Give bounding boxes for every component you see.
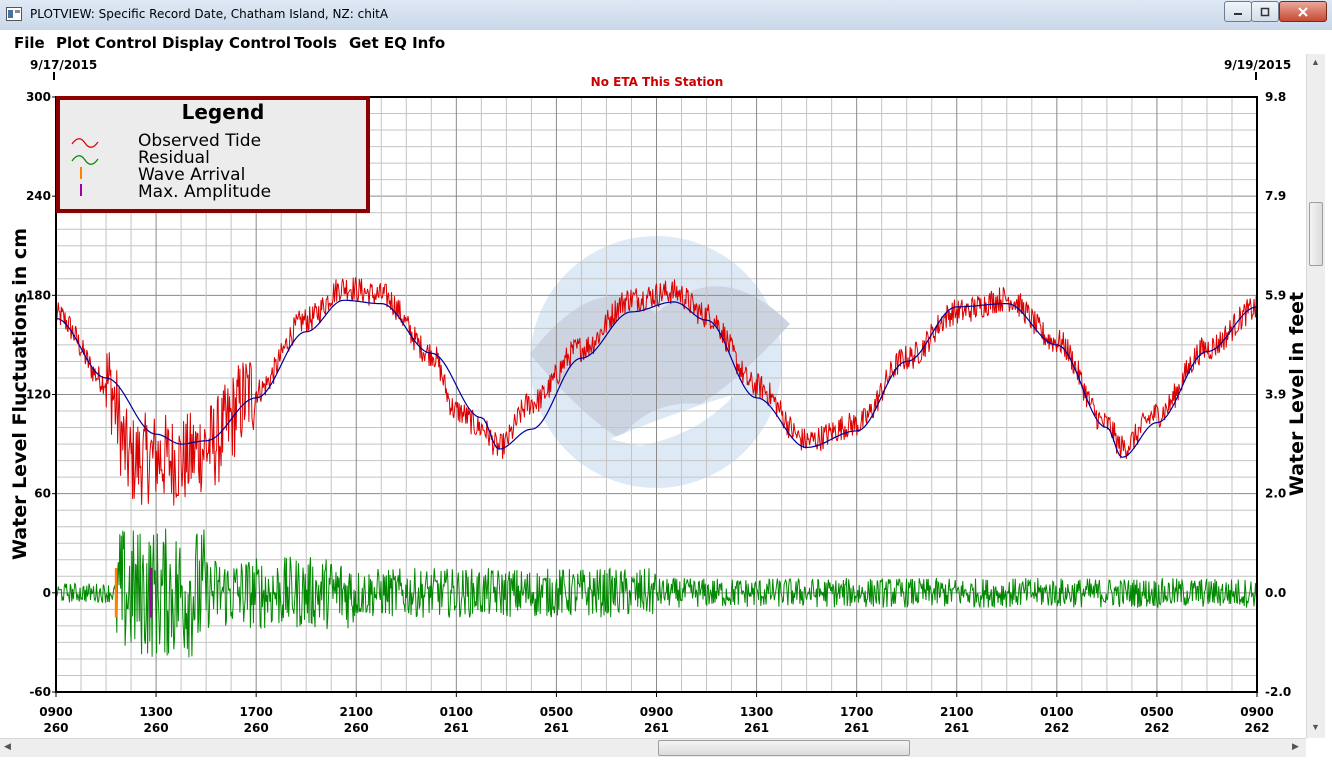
x-tick-label-time: 0100 xyxy=(440,705,473,719)
residual-line xyxy=(55,528,1258,658)
scroll-down-icon[interactable]: ▼ xyxy=(1311,722,1320,732)
x-tick-label-day: 261 xyxy=(544,721,569,735)
y2-tick-label: 0.0 xyxy=(1265,586,1286,600)
y-tick-label: 0 xyxy=(43,586,51,600)
legend-entry-observed: Observed Tide xyxy=(138,131,261,151)
x-tick-label-day: 260 xyxy=(244,721,269,735)
y2-tick-label: 3.9 xyxy=(1265,388,1286,402)
close-button[interactable] xyxy=(1279,1,1327,22)
x-tick-label-time: 0500 xyxy=(540,705,573,719)
vertical-scroll-thumb[interactable] xyxy=(1309,202,1323,266)
horizontal-scrollbar[interactable]: ◀ ▶ xyxy=(0,738,1306,757)
x-tick-label-day: 261 xyxy=(644,721,669,735)
menu-display-control[interactable]: Display Control xyxy=(162,34,292,52)
x-tick-label-time: 1300 xyxy=(139,705,172,719)
window-titlebar: PLOTVIEW: Specific Record Date, Chatham … xyxy=(0,0,1332,31)
horizontal-scroll-thumb[interactable] xyxy=(658,740,910,756)
end-date-label: 9/19/2015 xyxy=(1224,58,1291,72)
y-tick-label: 60 xyxy=(34,487,51,501)
window-title: PLOTVIEW: Specific Record Date, Chatham … xyxy=(30,7,389,21)
x-tick-label-time: 0900 xyxy=(640,705,673,719)
observed-tide-line xyxy=(55,277,1258,506)
x-tick-label-time: 0100 xyxy=(1040,705,1073,719)
menu-bar: File Plot Control Display Control Tools … xyxy=(0,30,1332,54)
legend-title: Legend xyxy=(182,100,265,124)
close-icon xyxy=(1298,6,1308,17)
x-tick-label-time: 0500 xyxy=(1140,705,1173,719)
maximize-button[interactable] xyxy=(1251,1,1279,22)
legend-box xyxy=(56,96,370,213)
x-tick-label-day: 262 xyxy=(1144,721,1169,735)
maximize-icon xyxy=(1260,7,1270,16)
y2-tick-label: 7.9 xyxy=(1265,189,1286,203)
legend-entry-max-amplitude: Max. Amplitude xyxy=(138,182,271,202)
x-tick-label-day: 260 xyxy=(43,721,68,735)
x-tick-label-time: 1300 xyxy=(740,705,773,719)
y-tick-label: 180 xyxy=(26,288,51,302)
minimize-icon xyxy=(1234,12,1242,15)
x-tick-label-day: 262 xyxy=(1244,721,1269,735)
menu-file[interactable]: File xyxy=(14,34,45,52)
tide-chart: 300 9.8 240 7.9 180 5.9 120 3.9 60 2.0 0 0.0 -60 -2.0… xyxy=(9,58,1306,735)
series xyxy=(55,277,1258,658)
legend: Legend Observed Tide Residual Wave Arriv… xyxy=(56,96,370,213)
predicted-tide-line xyxy=(55,299,1258,458)
x-tick-label-time: 0900 xyxy=(39,705,72,719)
menu-plot-control[interactable]: Plot Control xyxy=(56,34,157,52)
x-tick-label-time: 2100 xyxy=(940,705,973,719)
y-tick-label: -60 xyxy=(29,685,51,699)
y-tick-label: 240 xyxy=(26,189,51,203)
scroll-left-icon[interactable]: ◀ xyxy=(4,741,11,751)
menu-get-eq-info[interactable]: Get EQ Info xyxy=(349,34,446,52)
axes: 300 9.8 240 7.9 180 5.9 120 3.9 60 2.0 0 0.0 -60 -2.0… xyxy=(26,90,1291,735)
y2-tick-label: 2.0 xyxy=(1265,487,1286,501)
legend-observed-swatch xyxy=(71,138,99,148)
app-icon xyxy=(6,7,22,21)
x-tick-label-time: 1700 xyxy=(840,705,873,719)
x-tick-label-day: 261 xyxy=(844,721,869,735)
vertical-scrollbar[interactable]: ▲ ▼ xyxy=(1306,54,1325,738)
chart-subtitle: No ETA This Station xyxy=(591,75,724,89)
x-tick-label-time: 1700 xyxy=(239,705,272,719)
scroll-up-icon[interactable]: ▲ xyxy=(1311,57,1320,67)
x-tick-label-day: 262 xyxy=(1044,721,1069,735)
x-tick-label-day: 260 xyxy=(344,721,369,735)
menu-tools[interactable]: Tools xyxy=(294,34,337,52)
scroll-right-icon[interactable]: ▶ xyxy=(1292,741,1299,751)
x-tick-label-time: 0900 xyxy=(1240,705,1273,719)
y2-tick-label: -2.0 xyxy=(1265,685,1291,699)
legend-residual-swatch xyxy=(71,155,99,165)
legend-entry-residual: Residual xyxy=(138,148,210,168)
y2-axis-label: Water Level in feet xyxy=(1286,292,1306,496)
legend-entry-wave-arrival: Wave Arrival xyxy=(138,165,245,185)
y2-tick-label: 9.8 xyxy=(1265,90,1286,104)
start-date-label: 9/17/2015 xyxy=(30,58,97,72)
y-axis-label: Water Level Fluctuations in cm xyxy=(9,228,31,560)
y-tick-label: 120 xyxy=(26,388,51,402)
y2-tick-label: 5.9 xyxy=(1265,288,1286,302)
x-tick-label-day: 260 xyxy=(144,721,169,735)
minimize-button[interactable] xyxy=(1224,1,1252,22)
x-tick-label-day: 261 xyxy=(944,721,969,735)
y-tick-label: 300 xyxy=(26,90,51,104)
x-tick-label-time: 2100 xyxy=(340,705,373,719)
x-tick-label-day: 261 xyxy=(744,721,769,735)
x-tick-label-day: 261 xyxy=(444,721,469,735)
